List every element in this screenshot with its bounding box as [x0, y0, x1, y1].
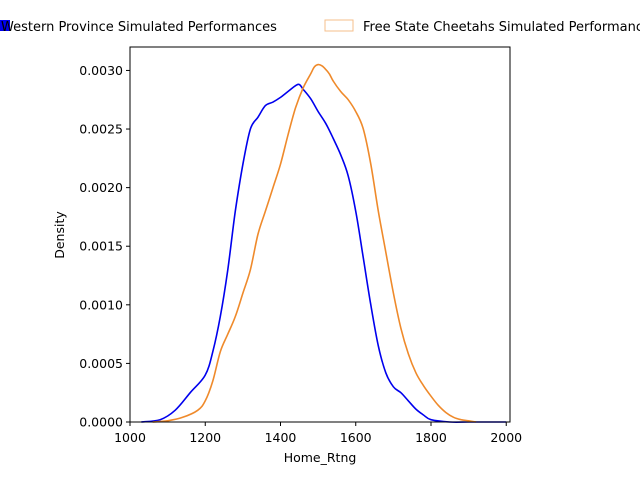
legend: Western Province Simulated Performances …	[0, 19, 640, 35]
x-tick-label-4: 1800	[415, 430, 447, 445]
plot-lines	[141, 63, 507, 423]
legend-patch-western-province	[0, 20, 10, 31]
legend-patch-free-state-cheetahs	[324, 19, 354, 32]
y-tick-label-3: 0.0015	[79, 239, 123, 254]
y-tick-label-1: 0.0005	[79, 356, 123, 371]
y-axis-label: Density	[52, 211, 67, 259]
y-tick-label-6: 0.0030	[79, 63, 123, 78]
legend-label-free-state-cheetahs: Free State Cheetahs Simulated Performanc…	[363, 20, 640, 35]
x-tick-label-0: 1000	[114, 430, 146, 445]
y-tick-label-5: 0.0025	[79, 122, 123, 137]
series-line-1	[152, 63, 477, 423]
x-tick-label-5: 2000	[490, 430, 522, 445]
x-axis: 1000 1200 1400 1600 1800 2000	[114, 422, 522, 445]
series-line-0	[141, 83, 507, 423]
y-axis: 0.0000 0.0005 0.0010 0.0015 0.0020 0.0025 0.00…	[79, 63, 130, 430]
plot-frame	[129, 46, 511, 423]
legend-label-western-province: Western Province Simulated Performances	[1, 20, 277, 35]
y-tick-label-0: 0.0000	[79, 415, 123, 430]
y-tick-label-4: 0.0020	[79, 180, 123, 195]
x-axis-label: Home_Rtng	[284, 450, 357, 465]
x-tick-label-1: 1200	[189, 430, 221, 445]
x-tick-label-2: 1400	[265, 430, 297, 445]
x-tick-label-3: 1600	[340, 430, 372, 445]
y-tick-label-2: 0.0010	[79, 297, 123, 312]
